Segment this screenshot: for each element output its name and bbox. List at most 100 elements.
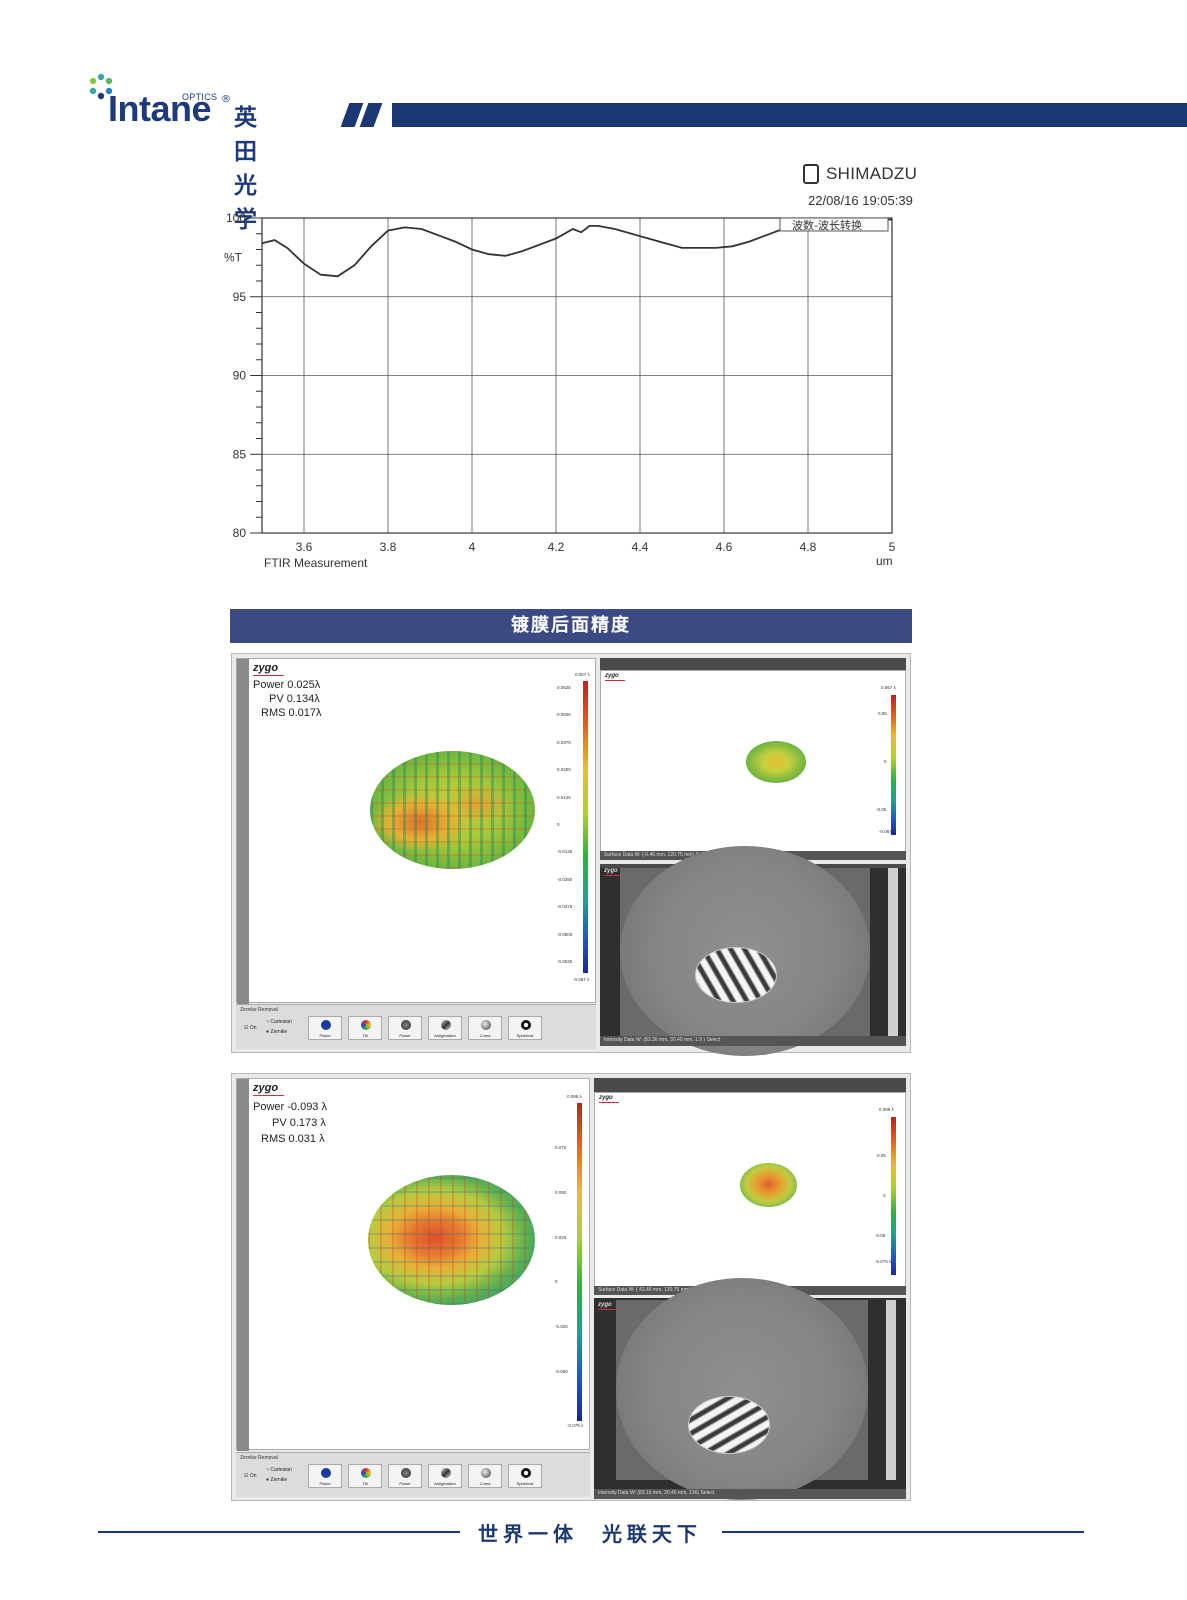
rms-value-2: RMS 0.031 λ: [261, 1133, 325, 1145]
colorbar-tick: 0.0250: [557, 767, 571, 773]
power-icon: [401, 1020, 411, 1030]
colorbar-small-max-2: 0.099 λ: [879, 1107, 894, 1112]
tilt-label-2: Tilt: [362, 1481, 368, 1486]
surface-map-view: zygo Power 0.025λ PV 0.134λ RMS 0.017λ 0…: [236, 658, 596, 1004]
coma-label: Coma: [479, 1033, 491, 1038]
colorbar-tick: -0.0125: [557, 849, 573, 855]
brand-chinese-name: 英田光学: [234, 105, 257, 233]
piston-button[interactable]: Piston: [308, 1016, 342, 1040]
piston-button-2[interactable]: Piston: [308, 1464, 342, 1488]
surface-small-view: zygo 0.067 λ 0.05 0 -0.05 -0.067 λ: [600, 670, 906, 852]
zygo-logo-intensity: zygo: [604, 868, 624, 876]
pv-value-2: PV 0.173 λ: [272, 1117, 326, 1129]
spherical-button[interactable]: Spherical: [508, 1016, 542, 1040]
spherical-label: Spherical: [516, 1033, 534, 1038]
colorbar-max-2: 0.099 λ: [567, 1094, 582, 1099]
zernike-removal-bar-2: Zernike Removal ☑ On ○ Cartesian ● Zerni…: [236, 1452, 590, 1497]
header-slash-2: [359, 103, 383, 127]
colorbar-tick-2: 0.050: [555, 1189, 567, 1195]
zernike-on-checkbox[interactable]: ☑ On: [244, 1025, 257, 1031]
fringe-pattern: [695, 947, 777, 1003]
zernike-radio[interactable]: ● Zernike: [266, 1029, 288, 1035]
tilt-button[interactable]: Tilt: [348, 1016, 382, 1040]
surface-map-large: [370, 751, 535, 869]
chart-caption: FTIR Measurement: [264, 556, 368, 570]
zygo-panel-2: zygo Power -0.093 λ PV 0.173 λ RMS 0.031…: [231, 1073, 911, 1501]
surface-view-toolbar[interactable]: [600, 658, 906, 670]
pv-value: PV 0.134λ: [269, 693, 320, 705]
tilt-button-2[interactable]: Tilt: [348, 1464, 382, 1488]
astigmatism-button-2[interactable]: Astigmatism: [428, 1464, 462, 1488]
colorbar-tick-2: 0.025: [555, 1234, 567, 1240]
power-button-2[interactable]: Power: [388, 1464, 422, 1488]
intensity-view-2: zygo: [594, 1278, 906, 1500]
y-tick-label: 100: [226, 211, 246, 225]
x-tick-label: 4.8: [800, 540, 817, 554]
colorbar-tick-2: 0.075: [555, 1145, 567, 1150]
colorbar-2: [577, 1103, 582, 1421]
x-axis-unit: um: [876, 554, 893, 568]
vertical-toolbar-2[interactable]: [237, 1079, 249, 1451]
x-tick-label: 4.2: [548, 540, 565, 554]
y-tick-label: 95: [233, 290, 247, 304]
colorbar-small-tick: -0.05: [876, 807, 887, 812]
surface-map-small: [746, 741, 806, 783]
astigmatism-label: Astigmatism: [434, 1033, 456, 1038]
colorbar-min: -0.067 λ: [573, 977, 590, 982]
coma-label-2: Coma: [479, 1481, 491, 1486]
colorbar-tick: -0.0625: [557, 959, 573, 964]
astigmatism-label-2: Astigmatism: [434, 1481, 456, 1486]
y-tick-label: 90: [233, 369, 247, 383]
colorbar-tick: 0.0125: [557, 794, 571, 800]
colorbar-tick: 0.0375: [557, 739, 571, 745]
spherical-button-2[interactable]: Spherical: [508, 1464, 542, 1488]
section-title: 镀膜后面精度: [230, 609, 912, 643]
y-tick-label: 80: [233, 526, 247, 540]
legend-text: 波数-波长转换: [792, 218, 862, 232]
colorbar-tick: -0.0500: [557, 931, 573, 937]
power-button[interactable]: Power: [388, 1016, 422, 1040]
zygo-logo-small: zygo: [605, 673, 625, 681]
brand-name: Intane: [108, 88, 212, 129]
power-label-2: Power: [399, 1481, 411, 1486]
power-label: Power: [399, 1033, 411, 1038]
tilt-icon: [361, 1468, 371, 1478]
colorbar-tick: -0.0250: [557, 876, 573, 882]
astigmatism-button[interactable]: Astigmatism: [428, 1016, 462, 1040]
coma-button[interactable]: Coma: [468, 1016, 502, 1040]
vendor-name: SHIMADZU: [826, 164, 918, 183]
footer-line-right: [722, 1531, 1084, 1533]
cartesian-radio-2[interactable]: ○ Cartesian: [266, 1467, 292, 1473]
zernike-on-checkbox-2[interactable]: ☑ On: [244, 1473, 257, 1479]
footer-line-left: [98, 1531, 460, 1533]
footer-slogan: 世界一体 光联天下: [478, 1518, 702, 1547]
vertical-toolbar[interactable]: [237, 659, 249, 1004]
zernike-title: Zernike Removal: [240, 1007, 278, 1013]
legend-box: 波数-波长转换: [779, 217, 889, 232]
coma-button-2[interactable]: Coma: [468, 1464, 502, 1488]
surface-small-view-2: zygo 0.099 λ 0.05 0 -0.05 -0.075 λ: [594, 1092, 906, 1288]
intensity-side-toolbar-2[interactable]: [886, 1300, 896, 1480]
colorbar-tick-2: -0.050: [555, 1369, 568, 1374]
colorbar-small-tick: 0.05: [878, 711, 887, 716]
shimadzu-logo-icon: [803, 164, 819, 184]
measurement-timestamp: 22/08/16 19:05:39: [808, 193, 913, 208]
colorbar-tick: 0.0625: [557, 685, 571, 690]
intensity-data-strip: Intensity Data W: (83.36 mm, 30.40 mm, 1…: [600, 1036, 906, 1046]
coma-icon: [481, 1468, 491, 1478]
zernike-on-label-2: On: [249, 1473, 257, 1479]
astigmatism-icon: [441, 1020, 451, 1030]
brand-registered-mark: ®: [221, 94, 231, 105]
intensity-view: zygo: [600, 846, 906, 1056]
surface-view-toolbar-2[interactable]: [594, 1078, 906, 1092]
zernike-radio-2[interactable]: ● Zernike: [266, 1477, 288, 1483]
intensity-side-toolbar[interactable]: [888, 868, 898, 1038]
x-tick-label: 4.6: [716, 540, 733, 554]
series-line: [261, 218, 892, 278]
colorbar-min-2: -0.075 λ: [567, 1423, 584, 1428]
zernike-title-2: Zernike Removal: [240, 1455, 278, 1461]
footer-slogan-right: 光联天下: [601, 1522, 702, 1546]
colorbar-small-max: 0.067 λ: [881, 685, 896, 690]
cartesian-radio[interactable]: ○ Cartesian: [266, 1019, 292, 1025]
